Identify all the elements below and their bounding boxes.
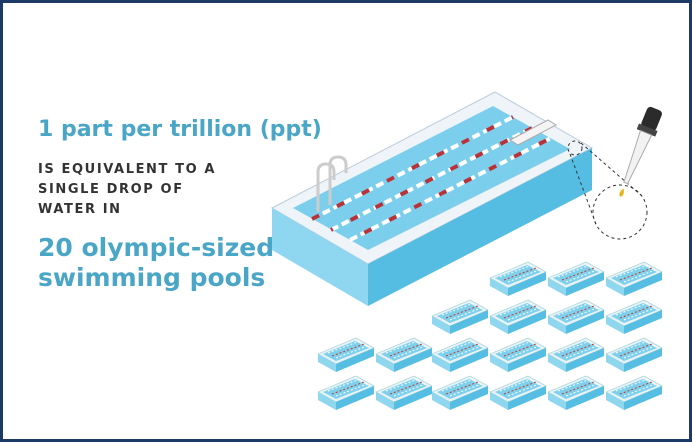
infographic: 1 part per trillion (ppt) IS EQUIVALENT …	[0, 0, 692, 442]
headline: 1 part per trillion (ppt)	[38, 117, 322, 142]
comparison-text: 20 olympic-sized swimming pools	[38, 233, 283, 292]
